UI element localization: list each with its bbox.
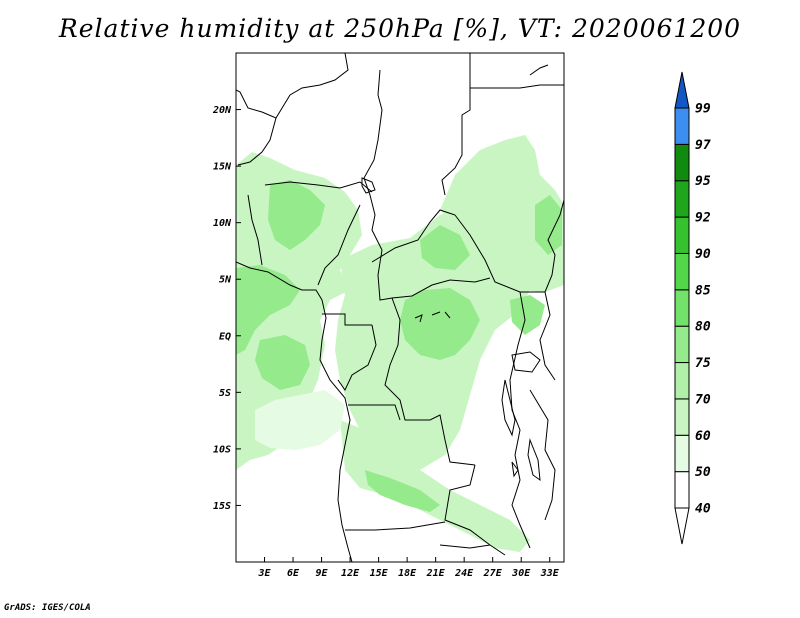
border-angola-zambia <box>348 404 401 421</box>
border-kenya <box>539 291 556 381</box>
border-egypt-sudan-top <box>470 84 564 89</box>
rh-core-coast <box>236 265 300 355</box>
border-southsudan-east <box>544 199 564 293</box>
colorbar-top-arrow <box>674 71 690 109</box>
colorbar-label: 90 <box>695 247 711 262</box>
border-benin <box>247 194 263 266</box>
rh-core-congo <box>400 288 480 360</box>
colorbar-bottom-arrow <box>674 507 690 545</box>
lon-tick-label: 9E <box>316 568 329 579</box>
colorbar-swatch <box>674 216 690 254</box>
colorbar-swatch <box>674 289 690 327</box>
colorbar-label: 99 <box>695 102 711 117</box>
border-chad-car <box>371 209 456 263</box>
lon-tick-label: 18E <box>398 568 417 579</box>
lat-tick-label: 20N <box>212 105 232 116</box>
lat-tick-label: 5S <box>219 388 231 399</box>
colorbar-label: 70 <box>695 392 711 407</box>
border-tanzania <box>529 389 556 521</box>
lake-malawi <box>527 438 541 482</box>
colorbar-swatch <box>674 252 690 291</box>
colorbar-swatch <box>674 107 690 145</box>
lat-tick-label: 10N <box>213 218 232 229</box>
lon-tick-label: 6E <box>287 568 300 579</box>
colorbar: 40 50 60 70 75 80 85 90 92 95 97 99 <box>674 71 711 545</box>
colorbar-label: 85 <box>695 283 711 298</box>
border-car-south <box>377 249 491 301</box>
border-libya-chad <box>236 53 349 119</box>
lat-tick-label: 15N <box>213 162 232 173</box>
country-borders <box>236 53 564 562</box>
rh-region-angola <box>255 390 345 450</box>
lon-tick-label: 27E <box>483 568 503 579</box>
colorbar-swatch <box>674 471 690 509</box>
lake-chad <box>361 177 376 194</box>
lon-tick-label: 24E <box>454 568 474 579</box>
humidity-shading <box>236 135 564 552</box>
lake-bangweulu <box>511 461 519 478</box>
border-drc-east <box>509 291 526 456</box>
rh-region-west-africa <box>236 152 362 470</box>
rh-core-car <box>420 225 470 270</box>
border-namibia-east <box>439 544 491 549</box>
lakes-congo <box>414 311 451 323</box>
colorbar-label: 80 <box>695 320 711 335</box>
colorbar-label: 40 <box>695 502 711 517</box>
rh-core-south <box>365 470 440 512</box>
border-angola-namibia <box>345 521 446 531</box>
lat-tick-label: 10S <box>213 444 231 455</box>
rh-core-lakes <box>510 295 545 335</box>
latitude-axis: 20N 15N 10N 5N EQ 5S 10S 15S <box>212 105 241 512</box>
lake-tanganyika <box>501 379 516 437</box>
border-libya-egypt <box>441 53 471 196</box>
lat-tick-label: 5N <box>219 275 232 286</box>
border-chad-east <box>363 69 383 251</box>
lon-tick-label: 21E <box>426 568 446 579</box>
colorbar-label: 92 <box>695 211 711 226</box>
lon-tick-label: 15E <box>370 568 389 579</box>
lon-tick-label: 3E <box>257 568 271 579</box>
colorbar-label: 75 <box>695 356 711 371</box>
colorbar-swatch <box>674 180 690 218</box>
border-nigeria-cameroon <box>317 204 361 286</box>
lon-tick-label: 30E <box>511 568 531 579</box>
border-sudan-southsudan <box>454 214 545 293</box>
border-cameroon-gabon <box>322 313 372 326</box>
colorbar-swatch <box>674 143 690 182</box>
rh-core-gabon <box>255 335 310 390</box>
sea-red <box>529 64 549 76</box>
lake-victoria <box>511 351 541 373</box>
border-malawi <box>511 454 531 549</box>
colorbar-swatch <box>674 325 690 364</box>
longitude-axis: 3E 6E 9E 12E 15E 18E 21E 24E 27E 30E 33E <box>257 557 560 579</box>
lat-tick-label: EQ <box>219 331 231 342</box>
colorbar-swatch <box>674 362 690 400</box>
border-niger-north <box>237 117 277 166</box>
colorbar-label: 97 <box>695 138 711 153</box>
colorbar-swatch <box>674 398 690 436</box>
rh-region-southern-band <box>340 420 530 552</box>
colorbar-label: 60 <box>695 429 711 444</box>
colorbar-label: 95 <box>695 174 711 189</box>
rh-core-nigeria <box>268 180 325 250</box>
colorbar-label: 50 <box>695 465 711 480</box>
lon-tick-label: 33E <box>540 568 560 579</box>
border-congo <box>337 324 377 391</box>
rh-core-east <box>535 195 562 255</box>
coastline <box>236 261 353 562</box>
map-frame <box>235 52 565 563</box>
rh-region-sudan <box>440 135 564 292</box>
lon-tick-label: 12E <box>341 568 360 579</box>
credit-text: GrADS: IGES/COLA <box>4 603 91 613</box>
colorbar-swatch <box>674 434 690 473</box>
lat-tick-label: 15S <box>213 501 231 512</box>
border-drc-west <box>384 297 476 466</box>
map-title: Relative humidity at 250hPa [%], VT: 202… <box>58 14 742 43</box>
